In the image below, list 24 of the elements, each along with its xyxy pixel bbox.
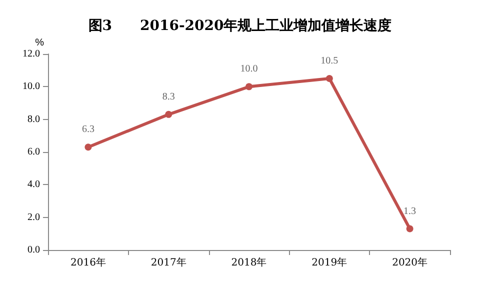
text: 10.0 (240, 64, 258, 75)
point (84, 144, 92, 151)
x-tick-label: 2016年 (70, 256, 106, 268)
y-tick-label: 4.0 (28, 179, 40, 190)
point (246, 83, 252, 90)
text: 1.3 (404, 206, 416, 217)
y-tick-label: 2.0 (28, 212, 40, 223)
chart-title: 图3 2016-2020年规上工业增加值增长速度 (88, 17, 392, 34)
x-tick-label: 2017年 (150, 256, 186, 268)
y-tick-label: 12.0 (22, 48, 40, 60)
point (326, 75, 333, 82)
x-tick-label: 2018年 (231, 256, 267, 268)
y-tick-label: 8.0 (28, 114, 40, 125)
text: 8.3 (162, 91, 175, 102)
x-tick-label: 2020年 (392, 256, 428, 268)
y-tick-label: 0.0 (28, 244, 40, 256)
point (406, 225, 414, 232)
y-tick-label: 6.0 (28, 146, 40, 158)
point (165, 110, 172, 118)
y-axis-title: % (35, 38, 44, 48)
x-tick-label: 2019年 (312, 256, 348, 268)
y-tick-label: 10.0 (22, 81, 40, 92)
text: 6.3 (82, 124, 94, 136)
text: 10.5 (320, 56, 338, 66)
